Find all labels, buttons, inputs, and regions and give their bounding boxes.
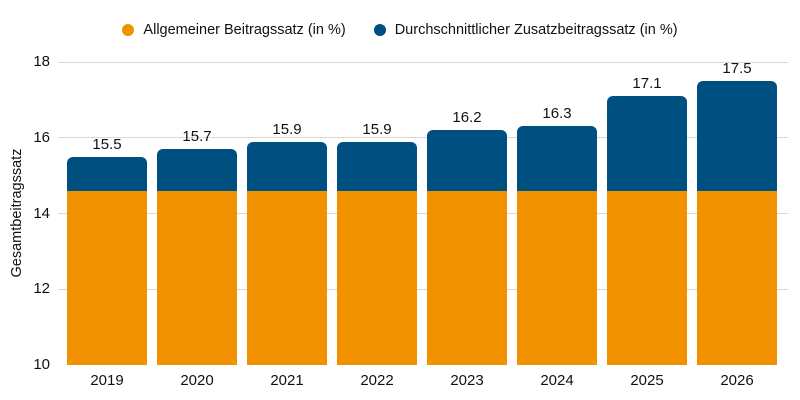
gridline-12 xyxy=(58,288,788,290)
bar-segment-zusatz-2020 xyxy=(157,149,237,191)
gridline-16 xyxy=(58,137,788,139)
bar-total-label-2025: 17.1 xyxy=(632,75,662,93)
legend-dot-blue-icon xyxy=(373,24,386,36)
x-tick-label-2024: 2024 xyxy=(540,372,574,389)
legend-label-allgemeiner-beitragssatz: Allgemeiner Beitragssatz (in %) xyxy=(143,22,346,38)
y-tick-label-12: 12 xyxy=(33,280,50,298)
bar-total-label-2024: 16.3 xyxy=(542,105,572,123)
bar-segment-zusatz-2023 xyxy=(427,130,507,191)
bar-segment-zusatz-2024 xyxy=(517,126,597,191)
x-tick-label-2020: 2020 xyxy=(180,372,214,389)
x-tick-label-2026: 2026 xyxy=(720,372,754,389)
bar-segment-zusatz-2025 xyxy=(607,96,687,191)
bar-total-label-2019: 15.5 xyxy=(92,135,122,153)
gridline-14 xyxy=(58,213,788,214)
bar-segment-allgemeiner-2026 xyxy=(697,190,777,365)
y-tick-label-16: 16 xyxy=(33,128,50,146)
legend-label-zusatzbeitragssatz: Durchschnittlicher Zusatzbeitragssatz (i… xyxy=(394,22,678,38)
bar-total-label-2023: 16.2 xyxy=(452,109,482,127)
legend: Allgemeiner Beitragssatz (in %) Durchsch… xyxy=(0,22,800,38)
bar-segment-allgemeiner-2023 xyxy=(427,190,507,365)
bar-segment-allgemeiner-2025 xyxy=(607,190,687,365)
y-tick-label-18: 18 xyxy=(33,53,50,70)
bar-segment-zusatz-2021 xyxy=(247,141,327,191)
bar-segment-zusatz-2019 xyxy=(67,156,147,191)
y-tick-label-10: 10 xyxy=(33,356,50,373)
x-tick-label-2019: 2019 xyxy=(90,372,124,389)
gridline-18 xyxy=(58,61,788,63)
bar-segment-allgemeiner-2021 xyxy=(247,190,327,365)
y-tick-label-14: 14 xyxy=(33,204,50,222)
bar-total-label-2026: 17.5 xyxy=(722,59,752,77)
x-tick-label-2025: 2025 xyxy=(630,372,664,389)
legend-dot-orange-icon xyxy=(122,24,135,36)
bar-segment-allgemeiner-2019 xyxy=(67,190,147,365)
legend-item-allgemeiner-beitragssatz: Allgemeiner Beitragssatz (in %) xyxy=(122,22,346,38)
bar-segment-zusatz-2022 xyxy=(337,141,417,191)
bar-total-label-2020: 15.7 xyxy=(182,128,212,146)
legend-item-zusatzbeitragssatz: Durchschnittlicher Zusatzbeitragssatz (i… xyxy=(373,22,678,38)
bar-segment-zusatz-2026 xyxy=(697,80,777,191)
bar-total-label-2022: 15.9 xyxy=(362,120,392,138)
x-tick-label-2023: 2023 xyxy=(450,372,484,389)
x-tick-label-2022: 2022 xyxy=(360,372,394,389)
bar-segment-allgemeiner-2020 xyxy=(157,190,237,365)
plot-area: 15.5 15.7 15.9 15.9 16.2 16.3 17.1 17.5 xyxy=(58,59,788,365)
bar-segment-allgemeiner-2022 xyxy=(337,190,417,365)
bar-total-label-2021: 15.9 xyxy=(272,120,302,138)
bar-segment-allgemeiner-2024 xyxy=(517,190,597,365)
x-tick-label-2021: 2021 xyxy=(270,372,304,389)
